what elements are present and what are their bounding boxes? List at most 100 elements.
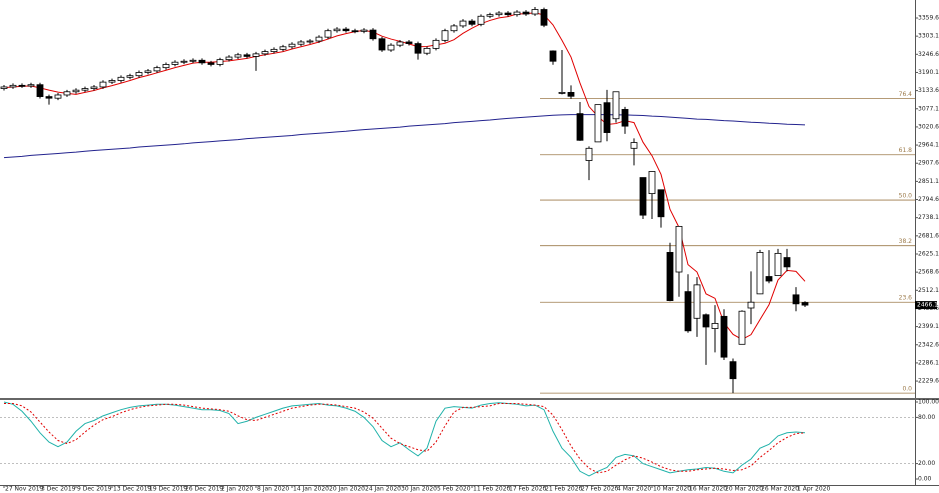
candle-body — [297, 41, 305, 45]
candle-body — [486, 14, 494, 17]
candle-body — [9, 84, 17, 88]
candle-body — [540, 9, 548, 26]
y-tick-label: 2964.1 — [918, 142, 939, 149]
candle-body — [270, 48, 278, 53]
candle-body — [405, 41, 413, 44]
candle-body — [243, 54, 251, 57]
x-tick-label: 4 Mar 2020 — [617, 486, 651, 493]
candle-body — [72, 89, 80, 93]
fib-label: 38.2 — [899, 238, 913, 245]
x-tick-label: 16 Mar 2020 — [689, 486, 727, 493]
x-tick-label: 3 Dec 2019 — [41, 486, 76, 493]
candle-body — [279, 46, 287, 50]
candle-body — [288, 43, 296, 48]
candle-body — [729, 361, 737, 380]
candle-body — [198, 59, 206, 64]
y-tick-label: 2625.1 — [918, 250, 939, 257]
x-tick-label: 20 Jan 2020 — [329, 486, 365, 493]
candle-body — [432, 39, 440, 49]
fib-label: 61.8 — [899, 147, 913, 154]
candle-body — [153, 67, 161, 72]
candle-body — [108, 80, 116, 83]
y-tick-label: 2681.6 — [918, 232, 939, 239]
candle-body — [225, 56, 233, 61]
y-tick-label: 2342.6 — [918, 341, 939, 348]
candle-body — [477, 15, 485, 25]
candle-body — [342, 28, 350, 32]
x-tick-label: 27 Feb 2020 — [581, 486, 619, 493]
y-tick-label: 2399.1 — [918, 323, 939, 330]
candle-body — [801, 302, 809, 306]
candle-body — [315, 36, 323, 42]
candle-body — [558, 92, 566, 94]
candle-body — [252, 53, 260, 57]
last-price-box — [915, 301, 937, 310]
x-tick-label: 17 Feb 2020 — [509, 486, 547, 493]
y-tick-label: 3359.6 — [918, 14, 939, 21]
candle-body — [612, 91, 620, 120]
candle-body — [792, 294, 800, 305]
candle-body — [657, 189, 665, 218]
candle-body — [207, 62, 215, 65]
candle-body — [468, 20, 476, 25]
y-tick-label: 2286.1 — [918, 359, 939, 366]
candle-body — [351, 30, 359, 33]
candle-body — [648, 171, 656, 195]
candle-body — [711, 323, 719, 329]
x-tick-label: 11 Feb 2020 — [473, 486, 511, 493]
candle-body — [396, 41, 404, 46]
candle-body — [738, 310, 746, 345]
candle-body — [567, 92, 575, 97]
y-tick-label: 2794.6 — [918, 196, 939, 203]
y-tick-label: 2907.6 — [918, 160, 939, 167]
candle-body — [756, 252, 764, 295]
y-tick-label: 3303.1 — [918, 33, 939, 40]
indicator-line — [3, 12, 806, 341]
candle-body — [666, 252, 674, 302]
candle-body — [99, 81, 107, 88]
candle-body — [126, 75, 134, 78]
candle-body — [765, 276, 773, 282]
y-tick-label: 3190.1 — [918, 69, 939, 76]
fib-label: 50.0 — [899, 193, 913, 200]
x-tick-label: 9 Dec 2019 — [77, 486, 112, 493]
y-tick-label: 100.00 — [918, 399, 939, 406]
y-tick-label: 2568.6 — [918, 269, 939, 276]
last-price-label: 2466.1 — [917, 302, 938, 309]
candle-body — [18, 84, 26, 87]
candle-body — [54, 94, 62, 99]
candle-body — [360, 29, 368, 32]
candle-body — [774, 252, 782, 276]
candle-body — [594, 104, 602, 143]
candle-body — [495, 12, 503, 16]
candle-body — [684, 291, 692, 332]
x-tick-label: 24 Jan 2020 — [365, 486, 401, 493]
candle-body — [90, 86, 98, 89]
fib-label: 23.6 — [899, 295, 913, 302]
candle-body — [117, 76, 125, 81]
y-tick-label: 20.00 — [918, 460, 935, 467]
candle-body — [135, 72, 143, 77]
candle-body — [180, 60, 188, 63]
candle-body — [504, 12, 512, 16]
candle-body — [414, 43, 422, 54]
candle-body — [522, 11, 530, 15]
candle-body — [513, 11, 521, 16]
y-tick-label: 2512.1 — [918, 287, 939, 294]
candle-body — [450, 25, 458, 32]
candle-body — [639, 177, 647, 216]
x-tick-label: 1 Apr 2020 — [797, 486, 830, 493]
indicator-line — [3, 401, 806, 477]
candle-body — [216, 59, 224, 65]
x-tick-label: 5 Feb 2020 — [437, 486, 471, 493]
x-tick-label: 26 Mar 2020 — [761, 486, 799, 493]
y-tick-label: 3133.6 — [918, 87, 939, 94]
candle-body — [27, 84, 35, 87]
candle-body — [333, 28, 341, 32]
candle-body — [423, 47, 431, 54]
candle-body — [189, 59, 197, 62]
y-tick-label: 2851.1 — [918, 178, 939, 185]
candle-body — [324, 30, 332, 38]
